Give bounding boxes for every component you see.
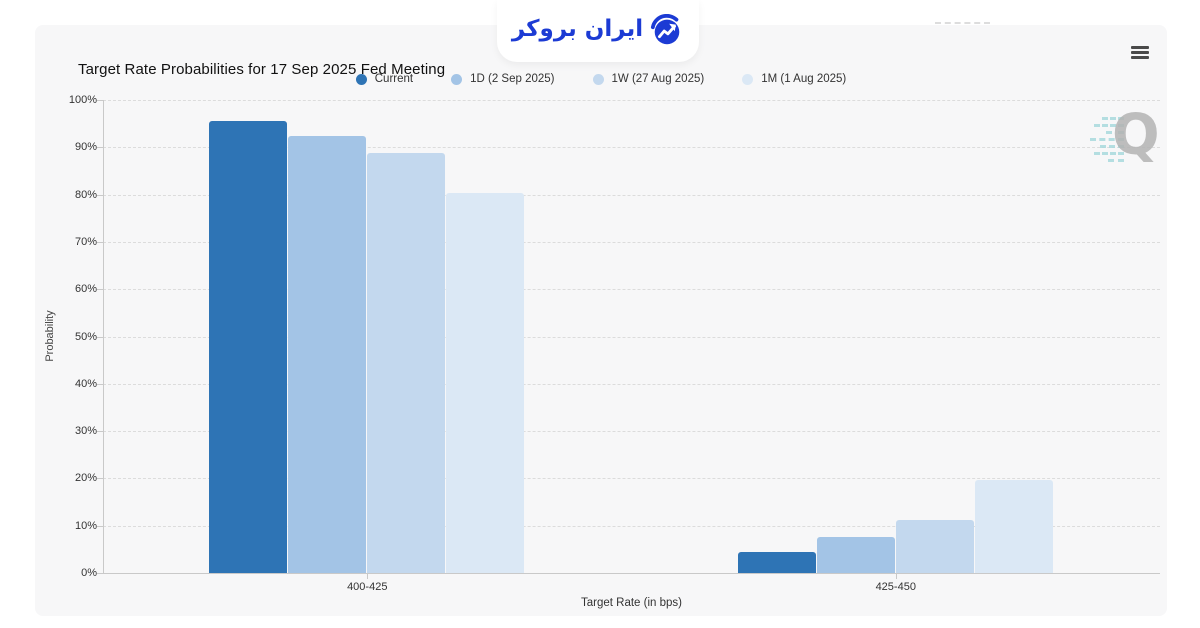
bar-425-450-1m[interactable] <box>974 479 1053 573</box>
bar-425-450-1d[interactable] <box>816 537 895 573</box>
faint-dashes-artifact <box>935 22 990 24</box>
bar-400-425-1d[interactable] <box>288 135 367 573</box>
circular-trend-arrow-icon <box>651 14 680 45</box>
legend-item-current[interactable]: Current <box>355 73 414 85</box>
legend-label: 1W (27 Aug 2025) <box>611 73 705 85</box>
watermark: Q <box>1090 105 1160 177</box>
legend-dot-icon <box>742 73 754 85</box>
legend-item-1d[interactable]: 1D (2 Sep 2025) <box>451 73 555 85</box>
legend-dot-icon <box>592 73 604 85</box>
chart-title: Target Rate Probabilities for 17 Sep 202… <box>78 61 446 78</box>
x-axis-title: Target Rate (in bps) <box>581 597 682 609</box>
brand-logo-text: ایران بروکر <box>511 15 644 42</box>
legend-label: 1D (2 Sep 2025) <box>470 73 555 85</box>
watermark-speed-lines-icon <box>1090 117 1124 162</box>
bar-400-425-1w[interactable] <box>367 152 446 573</box>
chart-legend: Current 1D (2 Sep 2025) 1W (27 Aug 2025) 1M… <box>35 73 1167 85</box>
hamburger-menu-icon[interactable] <box>1127 40 1153 64</box>
legend-dot-icon <box>451 73 463 85</box>
legend-item-1m[interactable]: 1M (1 Aug 2025) <box>742 73 846 85</box>
legend-item-1w[interactable]: 1W (27 Aug 2025) <box>592 73 705 85</box>
watermark-q-letter: Q <box>1112 103 1160 168</box>
bar-400-425-1m[interactable] <box>446 193 525 573</box>
bar-400-425-current[interactable] <box>209 120 288 573</box>
y-axis-title: Probability <box>44 310 56 362</box>
legend-label: 1M (1 Aug 2025) <box>761 73 847 85</box>
brand-logo: ایران بروکر <box>497 0 699 62</box>
legend-dot-icon <box>355 73 367 85</box>
bar-425-450-current[interactable] <box>737 552 816 573</box>
legend-label: Current <box>374 73 414 85</box>
bar-425-450-1w[interactable] <box>895 520 974 573</box>
